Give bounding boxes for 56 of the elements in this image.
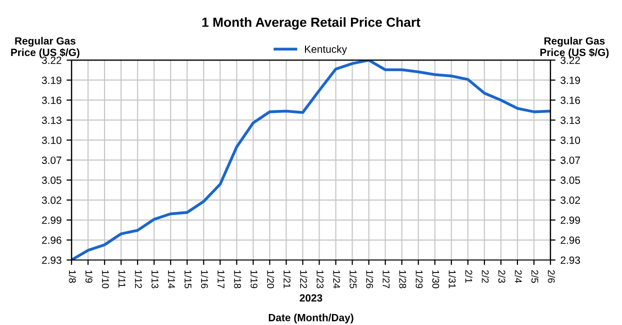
x-tick-label: 1/23 [316,270,324,288]
x-tick-label: 1/24 [333,270,340,288]
y2-tick-label: 3.16 [560,96,580,104]
x-tick-label: 1/22 [300,270,308,288]
y2-tick-label: 3.10 [560,136,580,144]
x-tick-label: 1/19 [250,270,258,288]
x-axis-title: Date (Month/Day) [268,314,354,324]
chart-title: 1 Month Average Retail Price Chart [202,17,420,30]
x-tick-label: 2/6 [548,270,555,283]
x-tick-label: 1/14 [168,270,176,288]
y-tick-label: 3.10 [42,136,62,144]
x-tick-label: 1/13 [151,270,159,288]
x-tick-label: 1/9 [85,270,93,283]
legend-label: Kentucky [305,45,347,55]
y2-tick-label: 2.96 [560,236,580,244]
x-tick-label: 1/31 [448,270,456,288]
x-tick-label: 1/8 [68,270,76,283]
x-tick-label: 2/1 [465,270,472,283]
y2-tick-label: 3.05 [560,176,580,184]
x-tick-label: 1/27 [382,270,390,288]
x-tick-label: 1/29 [416,270,423,288]
x-tick-label: 2/4 [514,270,522,283]
y2-tick-label: 2.93 [560,256,580,264]
y2-tick-label: 3.19 [560,76,580,84]
x-tick-label: 2/3 [498,270,506,283]
y-tick-label: 2.99 [42,216,62,224]
x-tick-label: 1/26 [366,270,374,288]
x-tick-label: 1/18 [234,270,242,288]
x-tick-label: 2/5 [531,270,538,283]
y-tick-label: 3.13 [42,116,62,124]
y-tick-label: 3.16 [42,96,62,104]
y-tick-label: 3.05 [42,176,62,184]
x-tick-label: 1/16 [201,270,208,288]
y2-tick-label: 3.07 [560,156,580,164]
x-tick-label: 1/21 [284,270,291,288]
x-tick-label: 1/10 [102,270,110,288]
y-tick-label: 3.19 [42,76,62,84]
y2-tick-label: 3.02 [560,196,580,204]
y-tick-label: 2.93 [42,256,62,264]
x-tick-label: 2/2 [482,270,489,283]
y-tick-label: 3.02 [42,196,62,204]
y2-tick-label: 3.22 [560,56,580,64]
y-tick-label: 3.22 [42,56,62,64]
y2-tick-label: 3.13 [560,116,580,124]
y-tick-label: 3.07 [42,156,62,164]
x-tick-label: 1/20 [267,270,274,288]
x-tick-label: 1/17 [218,270,225,288]
x-tick-label: 1/15 [184,270,192,288]
text: 2023 [300,294,322,302]
x-tick-label: 1/12 [134,270,142,288]
y-tick-label: 2.96 [42,236,62,244]
x-tick-label: 1/11 [118,270,126,288]
x-tick-label: 1/28 [399,270,406,288]
x-tick-label: 1/30 [432,270,440,288]
y2-tick-label: 2.99 [560,216,580,224]
x-tick-label: 1/25 [350,270,357,288]
